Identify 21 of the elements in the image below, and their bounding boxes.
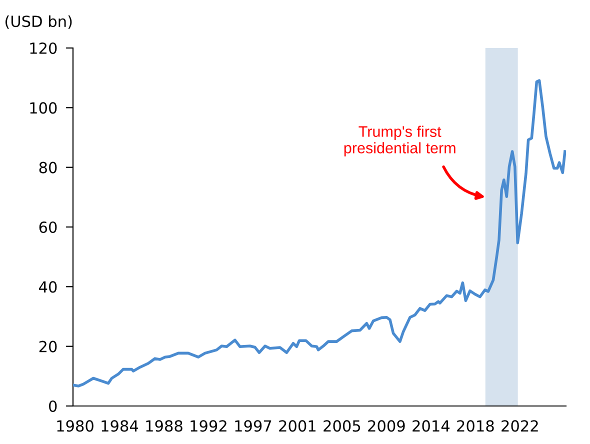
y-tick-label: 20 [39, 340, 57, 352]
y-tick-label: 100 [30, 102, 57, 114]
x-tick-label: 1984 [102, 420, 138, 432]
x-tick-label: 2005 [324, 420, 360, 432]
y-axis-title: (USD bn) [6, 15, 72, 29]
line-series [73, 79, 566, 388]
x-tick-label: 1992 [190, 420, 226, 432]
y-tick-label: 40 [39, 281, 57, 293]
annotation: Trump's first presidential term [344, 126, 456, 156]
x-tick-label: 1988 [146, 420, 182, 432]
x-tick-label: 1980 [57, 420, 94, 432]
x-tick-label: 2001 [279, 420, 316, 432]
y-tick-label: 60 [39, 221, 57, 234]
x-tick-label: 1997 [235, 420, 272, 432]
y-tick-label: 80 [39, 162, 57, 174]
y-tick-label: 0 [49, 400, 57, 412]
x-tick-label: 2009 [368, 420, 405, 432]
y-tick-label: 120 [30, 42, 57, 54]
x-tick-label: 2018 [457, 420, 494, 432]
x-tick-label: 2022 [502, 420, 538, 432]
x-tick-label: 2014 [412, 420, 450, 432]
